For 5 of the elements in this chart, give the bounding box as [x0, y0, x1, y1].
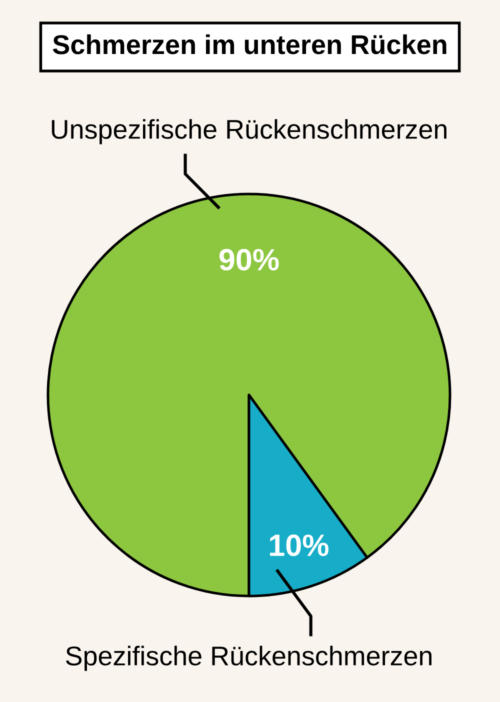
data-label: 10% — [270, 534, 328, 556]
slice-label: Unspezifische Rückenschmerzen — [52, 119, 446, 144]
data-label: 90% — [219, 248, 279, 271]
chart-title: Schmerzen im unteren Rücken — [52, 34, 446, 54]
slice-label: Spezifische Rückenschmerzen — [66, 646, 432, 671]
